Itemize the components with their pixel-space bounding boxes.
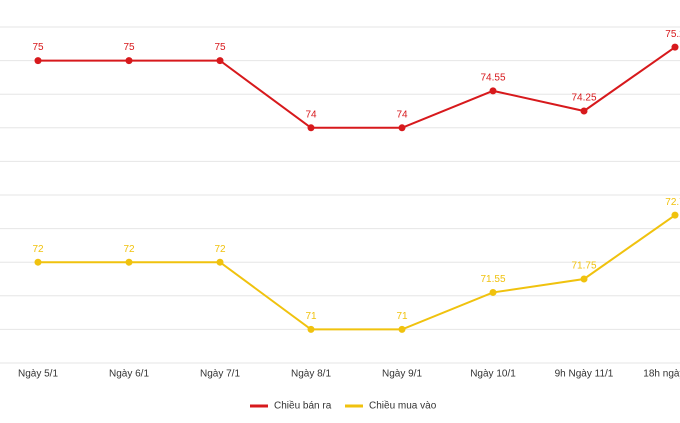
line [38,214,676,331]
data-label: 74.55 [480,72,505,83]
point [398,124,406,132]
point [125,258,133,266]
x-tick-label: Ngày 9/1 [382,369,422,380]
point [216,258,224,266]
data-label: 75 [123,42,135,53]
data-label: 71 [396,311,408,322]
point [489,87,497,95]
x-tick-label: 18h ngày 12/1 [643,369,680,380]
point [580,107,588,115]
x-tick-label: Ngày 8/1 [291,369,331,380]
point [671,43,679,51]
data-label: 71 [305,311,317,322]
data-label: 71.75 [571,261,596,272]
point [125,57,133,65]
point [580,275,588,283]
data-label: 75 [32,42,44,53]
point [671,211,679,219]
data-label: 74 [396,109,408,120]
data-label: 72 [123,244,135,255]
point [34,258,42,266]
data-label: 72 [214,244,226,255]
data-label: 75.2 [665,29,680,40]
line [38,46,676,129]
data-label: 71.55 [480,274,505,285]
data-label: 75 [214,42,226,53]
point [398,325,406,333]
point [307,325,315,333]
data-label: 74.25 [571,93,596,104]
point [307,124,315,132]
x-tick-label: Ngày 6/1 [109,369,149,380]
x-tick-label: 9h Ngày 11/1 [555,369,614,380]
x-tick-label: Ngày 5/1 [18,369,58,380]
legend-label: Chiều mua vào [369,400,437,412]
x-tick-label: Ngày 7/1 [200,369,240,380]
data-label: 72 [32,244,44,255]
data-label: 74 [305,109,317,120]
point [489,288,497,296]
x-tick-label: Ngày 10/1 [470,369,516,380]
point [34,57,42,65]
point [216,57,224,65]
legend-label: Chiều bán ra [274,400,332,412]
data-label: 72.7 [665,197,680,208]
